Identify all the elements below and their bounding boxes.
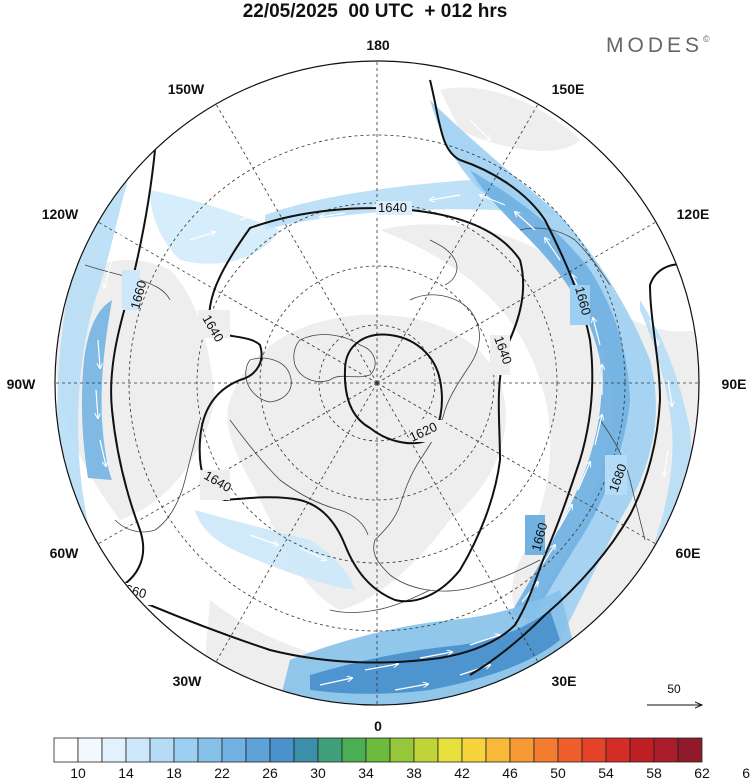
contour-label: 1660 [127, 279, 149, 311]
colorbar-tick-label: 66 [742, 765, 750, 781]
colorbar-tick-label: 14 [118, 765, 134, 781]
lon-label-120e: 120E [677, 206, 710, 222]
reference-vector-value: 50 [667, 682, 681, 696]
colorbar-swatch [341, 737, 367, 763]
colorbar-tick-label: 10 [70, 765, 86, 781]
brand-name: MODES [606, 34, 704, 57]
lon-label-0: 0 [374, 718, 382, 734]
contour-1640 [198, 207, 525, 603]
colorbar-swatch [557, 737, 583, 763]
contour-label: 1640 [378, 200, 407, 215]
lon-label-180: 180 [366, 37, 390, 53]
jet-band-atlantic [195, 510, 355, 590]
colorbar-tick-label: 38 [406, 765, 422, 781]
lon-label-90w: 90W [7, 376, 37, 392]
colorbar-swatch [509, 737, 535, 763]
jet-band-west-pacific [150, 190, 280, 264]
colorbar-swatch [413, 737, 439, 763]
lon-label-60w: 60W [50, 545, 80, 561]
colorbar-swatch [221, 737, 247, 763]
brand-mark: © [703, 34, 710, 44]
coastlines [84, 227, 646, 613]
colorbar-tick-label: 42 [454, 765, 470, 781]
lon-label-30w: 30W [173, 673, 203, 689]
colorbar-tick-label: 50 [550, 765, 566, 781]
lon-label-120w: 120W [42, 206, 79, 222]
colorbar-tick-label: 62 [694, 765, 710, 781]
colorbar-swatch [533, 737, 559, 763]
lon-label-150e: 150E [552, 81, 585, 97]
map-fields: 1640 1660 1640 1620 1640 1660 1680 1660 … [55, 61, 699, 705]
colorbar-swatch [437, 737, 463, 763]
colorbar-swatch [53, 737, 79, 763]
geopotential-contours [110, 79, 686, 676]
longitude-labels: 180 150E 120E 90E 60E 30E 0 30W 60W 90W … [7, 37, 747, 734]
colorbar-swatch [149, 737, 175, 763]
colorbar-swatch [245, 737, 271, 763]
colorbar-swatch [197, 737, 223, 763]
lon-label-90e: 90E [722, 376, 747, 392]
colorbar-swatch [461, 737, 487, 763]
colorbar-swatch [389, 737, 415, 763]
reference-vector: 50 [647, 682, 702, 705]
contour-label: 1660 [572, 285, 594, 317]
colorbar-tick-label: 26 [262, 765, 278, 781]
colorbar-swatch [365, 737, 391, 763]
colorbar-tick-label: 22 [214, 765, 230, 781]
colorbar-swatch [653, 737, 679, 763]
colorbar-swatch [317, 737, 343, 763]
colorbar-swatch [125, 737, 151, 763]
jet-core-east-asia [470, 170, 630, 620]
colorbar-tick-label: 54 [598, 765, 614, 781]
colorbar-swatch [581, 737, 607, 763]
contour-1660-south [114, 79, 594, 664]
colorbar [53, 737, 703, 763]
contour-label-group: 1640 1660 1640 1620 1640 1660 1680 1660 … [115, 200, 630, 605]
contour-label: 1660 [528, 521, 550, 553]
lon-label-60e: 60E [676, 545, 701, 561]
contour-1620 [343, 333, 443, 445]
colorbar-tick-label: 58 [646, 765, 662, 781]
colorbar-swatch [77, 737, 103, 763]
colorbar-swatch [485, 737, 511, 763]
colorbar-tick-labels: 10 14 18 22 26 30 34 38 42 46 50 54 58 6… [70, 765, 750, 781]
contour-1680 [469, 263, 686, 676]
map-border [54, 60, 700, 706]
colorbar-tick-label: 46 [502, 765, 518, 781]
map-title: 22/05/2025 00 UTC + 012 hrs [242, 1, 508, 22]
colorbar-swatch [269, 737, 295, 763]
lon-label-150w: 150W [168, 81, 205, 97]
colorbar-swatch [173, 737, 199, 763]
colorbar-swatch [605, 737, 631, 763]
colorbar-tick-label: 18 [166, 765, 182, 781]
colorbar-tick-label: 34 [358, 765, 374, 781]
colorbar-swatch [629, 737, 655, 763]
contour-1660-west [110, 149, 156, 591]
jet-band-east-asia [430, 100, 656, 640]
brand-logo: MODES© [606, 34, 710, 58]
colorbar-swatch [101, 737, 127, 763]
colorbar-swatch [293, 737, 319, 763]
colorbar-tick-label: 30 [310, 765, 326, 781]
lon-label-30e: 30E [552, 673, 577, 689]
wind-vectors [96, 119, 672, 691]
jet-core-mediterranean [310, 610, 560, 694]
colorbar-swatch [677, 737, 703, 763]
jet-core-north-america [81, 300, 112, 480]
